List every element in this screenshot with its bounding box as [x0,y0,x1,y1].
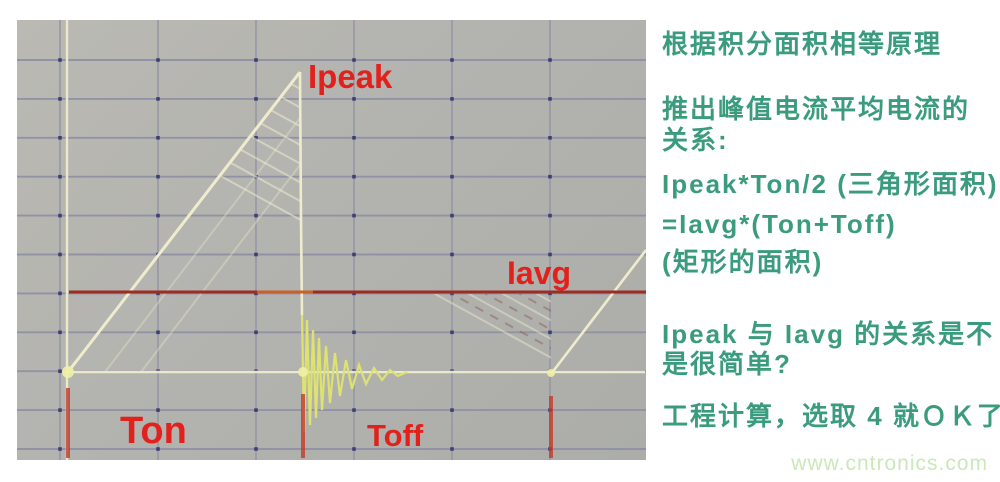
ringing-trace [300,314,408,433]
scope-grid [17,20,646,460]
toff-label: Toff [367,418,424,453]
iavg-rectangle-hatch [433,294,551,359]
note-line-formula: =Iavg*(Ton+Toff) [662,209,897,239]
falling-edge-trace [298,71,304,316]
scope-waveform-svg [17,20,646,460]
note-line: 根据积分面积相等原理 [662,29,943,59]
ton-label: Ton [120,410,187,452]
ramp-echo-trace [140,164,301,373]
note-line: Ipeak 与 Iavg 的关系是不 [662,319,995,349]
note-line: 关系: [662,125,729,155]
trace-glow [62,366,74,378]
note-line: 工程计算，选取 4 就ＯＫ了 [662,401,1000,431]
watermark-text: www.cntronics.com [791,452,988,475]
oscilloscope-photo: Ipeak Iavg Ton Toff [17,20,646,460]
ipeak-label: Ipeak [308,58,393,95]
iavg-label: Iavg [507,255,572,291]
note-line-formula: Ipeak*Ton/2 (三角形面积) [662,169,999,199]
note-line: 推出峰值电流平均电流的 [662,94,971,124]
note-line: 是很简单? [662,349,792,379]
note-line-formula: (矩形的面积) [662,247,824,277]
next-cycle-ramp-trace [549,249,646,375]
trace-glow [547,369,555,377]
trace-glow [298,367,308,377]
triangle-hypotenuse-trace [66,71,302,373]
ramp-echo-trace [104,117,301,373]
